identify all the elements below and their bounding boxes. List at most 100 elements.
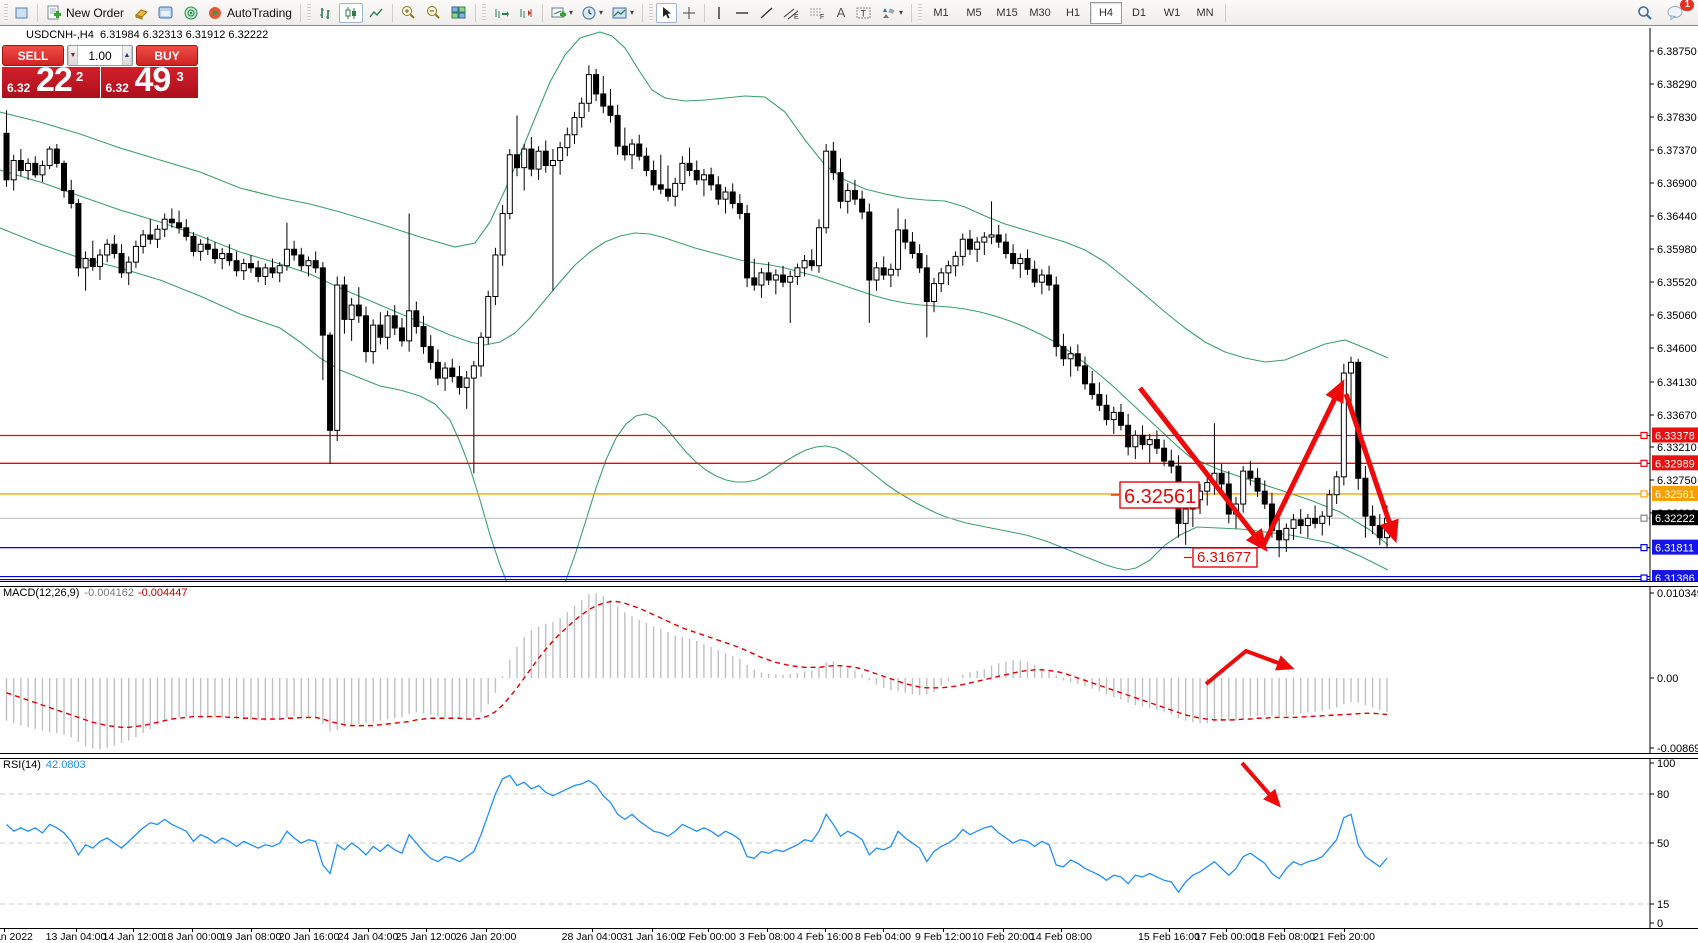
- autotrading-button[interactable]: AutoTrading: [204, 3, 296, 23]
- sell-button[interactable]: SELL: [2, 45, 64, 66]
- chat-button[interactable]: 1: [1663, 0, 1694, 23]
- rsi-tick-label: 0: [1657, 918, 1663, 928]
- broadcast-icon[interactable]: [179, 3, 203, 23]
- trend-annotation-arrow[interactable]: [1260, 379, 1345, 548]
- candle: [478, 336, 485, 367]
- volume-input[interactable]: [78, 46, 122, 65]
- candle: [370, 324, 377, 353]
- vertical-line-icon[interactable]: [709, 3, 729, 23]
- cursor-icon[interactable]: [656, 2, 677, 23]
- periods-button[interactable]: ▾: [578, 3, 607, 23]
- candle: [470, 365, 477, 379]
- candle: [168, 218, 175, 224]
- candle: [643, 155, 650, 172]
- tab-timeframe-h1[interactable]: H1: [1065, 6, 1081, 19]
- chart-shift-icon[interactable]: [514, 3, 538, 23]
- pane-separator-macd[interactable]: [0, 581, 1698, 587]
- crosshair-icon[interactable]: [678, 3, 700, 23]
- search-icon[interactable]: [1633, 3, 1657, 23]
- ask-price-display[interactable]: 6.32 49 3: [100, 67, 198, 98]
- candle: [1002, 241, 1009, 255]
- volume-up-button[interactable]: ▲: [122, 46, 132, 65]
- candle: [377, 324, 384, 338]
- bid-price-display[interactable]: 6.32 22 2: [2, 67, 100, 98]
- macd-annotation-arrow[interactable]: [1204, 648, 1295, 686]
- candle: [600, 93, 607, 107]
- bar-chart-icon[interactable]: [314, 3, 338, 23]
- toolbar-drag-handle[interactable]: [4, 3, 8, 22]
- clipped-icon[interactable]: [11, 3, 33, 23]
- bid-price-big: 22: [36, 67, 73, 98]
- candle: [931, 283, 938, 302]
- candlestick-chart-icon[interactable]: [338, 2, 363, 23]
- trend-annotation-arrow[interactable]: [1343, 393, 1399, 544]
- candle: [1276, 530, 1283, 541]
- shapes-caret[interactable]: ▾: [899, 8, 904, 17]
- pane-separator-rsi[interactable]: [0, 753, 1698, 759]
- text-icon[interactable]: A: [836, 5, 846, 20]
- candle: [1340, 372, 1347, 478]
- gold-bar-icon[interactable]: [129, 3, 153, 23]
- tile-windows-icon[interactable]: [447, 3, 471, 23]
- templates-button[interactable]: ▾: [608, 3, 638, 23]
- price-annotation-box[interactable]: [1119, 481, 1200, 509]
- zoom-in-icon[interactable]: [397, 3, 421, 23]
- line-chart-icon[interactable]: [364, 3, 388, 23]
- macd-tick-label: 0.010349: [1657, 588, 1698, 600]
- new-chart-caret[interactable]: ▾: [568, 8, 573, 17]
- rsi-label: RSI(14) 42.0803: [3, 759, 86, 771]
- macd-pane[interactable]: 0.010349 0.00 -0.008696: [0, 585, 1698, 753]
- rsi-annotation-arrow[interactable]: [1240, 761, 1281, 808]
- candle: [866, 211, 873, 281]
- candle: [780, 274, 787, 283]
- new-chart-button[interactable]: ▾: [547, 3, 577, 23]
- macd-label: MACD(12,26,9) -0.004162 -0.004447: [3, 587, 188, 599]
- candle: [442, 367, 449, 379]
- new-order-button[interactable]: New Order: [42, 3, 128, 23]
- candle: [1082, 365, 1088, 385]
- svg-text:F: F: [820, 14, 824, 20]
- time-axis-label: 21 Feb 20:00: [1313, 931, 1375, 943]
- periods-caret[interactable]: ▾: [598, 8, 603, 17]
- zoom-out-icon[interactable]: [422, 3, 446, 23]
- price-annotation-box[interactable]: [1192, 547, 1258, 568]
- tab-timeframe-m15[interactable]: M15: [996, 6, 1018, 19]
- trendline-icon[interactable]: [755, 3, 778, 23]
- candle: [772, 274, 779, 281]
- candle: [815, 227, 822, 267]
- candle: [571, 117, 578, 136]
- candle: [10, 160, 17, 181]
- tab-timeframe-h4[interactable]: H4: [1090, 1, 1123, 24]
- tab-timeframe-w1[interactable]: W1: [1163, 6, 1181, 19]
- candle: [1182, 508, 1189, 524]
- axis-badge-6.32989: [1652, 455, 1698, 471]
- tab-timeframe-mn[interactable]: MN: [1196, 6, 1214, 19]
- candle: [1117, 411, 1124, 426]
- candle: [413, 310, 420, 328]
- shapes-button[interactable]: ▾: [877, 3, 907, 23]
- horizontal-line-icon[interactable]: [730, 3, 754, 23]
- templates-caret[interactable]: ▾: [629, 8, 634, 17]
- price-chart[interactable]: 6.32561 6.31677 6.38750 6.38290 6.37830 6.373…: [0, 28, 1698, 581]
- equidistant-channel-icon[interactable]: E: [779, 3, 804, 23]
- candle: [89, 258, 96, 267]
- volume-down-button[interactable]: ▼: [68, 46, 78, 65]
- time-axis-label: 8 Feb 04:00: [854, 931, 912, 943]
- auto-scroll-icon[interactable]: [489, 3, 513, 23]
- bollinger-middle-band: [0, 169, 1389, 546]
- rsi-pane[interactable]: 100 80 50 15 0: [0, 757, 1698, 928]
- fibonacci-icon[interactable]: F: [805, 3, 830, 23]
- tab-timeframe-m30[interactable]: M30: [1029, 6, 1051, 19]
- buy-button[interactable]: BUY: [136, 45, 198, 66]
- tab-timeframe-m5[interactable]: M5: [966, 6, 982, 19]
- tab-timeframe-d1[interactable]: D1: [1131, 6, 1147, 19]
- tab-timeframe-m1[interactable]: M1: [933, 6, 949, 19]
- candle: [995, 234, 1002, 243]
- candle: [614, 114, 621, 147]
- terminal-window-icon[interactable]: [154, 3, 178, 23]
- rsi-tick-label: 50: [1657, 838, 1669, 850]
- price-tick-label: 6.38750: [1657, 46, 1697, 58]
- text-label-icon[interactable]: T: [852, 3, 876, 23]
- trend-annotation-arrow[interactable]: [1138, 386, 1268, 552]
